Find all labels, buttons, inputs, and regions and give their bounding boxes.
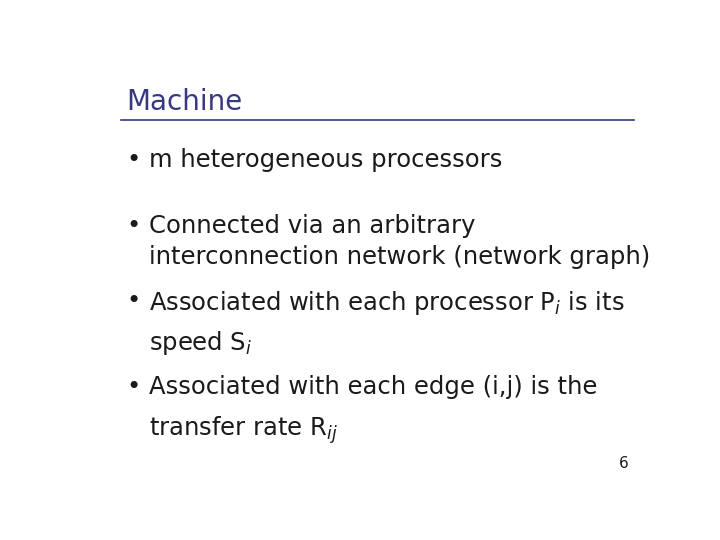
Text: Connected via an arbitrary
interconnection network (network graph): Connected via an arbitrary interconnecti… <box>148 214 650 269</box>
Text: m heterogeneous processors: m heterogeneous processors <box>148 148 502 172</box>
Text: transfer rate R$_{ij}$: transfer rate R$_{ij}$ <box>148 414 338 446</box>
Text: speed S$_i$: speed S$_i$ <box>148 329 252 357</box>
Text: Associated with each edge (i,j) is the: Associated with each edge (i,j) is the <box>148 375 597 399</box>
Text: •: • <box>126 214 140 239</box>
Text: •: • <box>126 375 140 399</box>
Text: •: • <box>126 148 140 172</box>
Text: Machine: Machine <box>126 87 243 116</box>
Text: •: • <box>126 289 140 313</box>
Text: Associated with each processor P$_i$ is its: Associated with each processor P$_i$ is … <box>148 289 624 318</box>
Text: 6: 6 <box>618 456 629 471</box>
